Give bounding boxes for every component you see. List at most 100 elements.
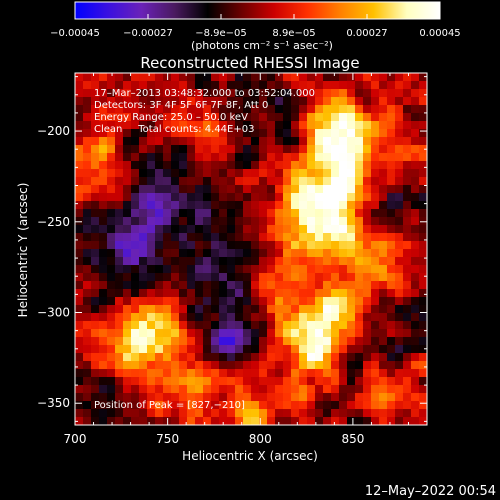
heatmap-cell: [371, 169, 380, 178]
heatmap-cell: [187, 209, 196, 218]
heatmap-cell: [291, 161, 300, 170]
heatmap-cell: [283, 273, 292, 282]
heatmap-cell: [347, 121, 356, 130]
heatmap-cell: [115, 281, 124, 290]
heatmap-cell: [371, 361, 380, 370]
heatmap-cell: [235, 345, 244, 354]
heatmap-cell: [91, 385, 100, 394]
heatmap-cell: [387, 417, 396, 425]
heatmap-cell: [395, 209, 404, 218]
heatmap-cell: [379, 137, 388, 146]
heatmap-cell: [131, 257, 140, 266]
heatmap-cell: [179, 233, 188, 242]
heatmap-cell: [179, 281, 188, 290]
heatmap-cell: [99, 185, 108, 194]
heatmap-cell: [211, 321, 220, 330]
heatmap-cell: [339, 241, 348, 250]
heatmap-cell: [235, 145, 244, 154]
heatmap-cell: [331, 113, 340, 122]
heatmap-cell: [131, 193, 140, 202]
heatmap-cell: [147, 321, 156, 330]
heatmap-cell: [267, 393, 276, 402]
heatmap-cell: [323, 225, 332, 234]
heatmap-cell: [259, 233, 268, 242]
heatmap-cell: [163, 193, 172, 202]
heatmap-cell: [259, 209, 268, 218]
heatmap-cell: [107, 305, 116, 314]
heatmap-cell: [211, 249, 220, 258]
heatmap-cell: [323, 265, 332, 274]
heatmap-cell: [379, 401, 388, 410]
heatmap-cell: [155, 105, 164, 114]
heatmap-cell: [75, 353, 84, 362]
heatmap-cell: [139, 73, 148, 82]
heatmap-cell: [299, 129, 308, 138]
heatmap-cell: [83, 233, 92, 242]
heatmap-cell: [267, 185, 276, 194]
heatmap-cell: [155, 233, 164, 242]
heatmap-cell: [299, 409, 308, 418]
heatmap-cell: [211, 177, 220, 186]
heatmap-cell: [283, 409, 292, 418]
heatmap-cell: [267, 313, 276, 322]
heatmap-cell: [299, 209, 308, 218]
heatmap-cell: [155, 193, 164, 202]
heatmap-cell: [131, 329, 140, 338]
heatmap-cell: [179, 393, 188, 402]
heatmap-cell: [283, 201, 292, 210]
heatmap-cell: [347, 201, 356, 210]
heatmap-cell: [243, 225, 252, 234]
heatmap-cell: [395, 89, 404, 98]
heatmap-cell: [363, 225, 372, 234]
heatmap-cell: [155, 281, 164, 290]
heatmap-cell: [99, 313, 108, 322]
heatmap-cell: [267, 369, 276, 378]
heatmap-cell: [147, 297, 156, 306]
heatmap-cell: [259, 305, 268, 314]
heatmap-cell: [75, 385, 84, 394]
heatmap-cell: [323, 289, 332, 298]
heatmap-cell: [259, 121, 268, 130]
heatmap-cell: [211, 289, 220, 298]
heatmap-cell: [115, 233, 124, 242]
heatmap-cell: [131, 345, 140, 354]
heatmap-cell: [259, 257, 268, 266]
heatmap-cell: [171, 353, 180, 362]
heatmap-cell: [203, 273, 212, 282]
heatmap-cell: [211, 89, 220, 98]
heatmap-cell: [227, 313, 236, 322]
heatmap-cell: [339, 177, 348, 186]
heatmap-cell: [195, 177, 204, 186]
heatmap-cell: [275, 369, 284, 378]
heatmap-cell: [403, 289, 412, 298]
heatmap-cell: [83, 265, 92, 274]
heatmap-cell: [251, 273, 260, 282]
heatmap-cell: [363, 273, 372, 282]
heatmap-cell: [347, 353, 356, 362]
heatmap-cell: [355, 385, 364, 394]
heatmap-cell: [395, 105, 404, 114]
heatmap-cell: [179, 209, 188, 218]
heatmap-cell: [283, 121, 292, 130]
heatmap-cell: [387, 273, 396, 282]
heatmap-cell: [123, 281, 132, 290]
heatmap-cell: [243, 289, 252, 298]
heatmap-cell: [91, 201, 100, 210]
heatmap-cell: [251, 169, 260, 178]
heatmap-cell: [275, 145, 284, 154]
heatmap-cell: [291, 89, 300, 98]
heatmap-cell: [395, 145, 404, 154]
heatmap-cell: [195, 249, 204, 258]
heatmap-cell: [267, 97, 276, 106]
heatmap-cell: [75, 401, 84, 410]
heatmap-cell: [403, 193, 412, 202]
heatmap-cell: [211, 153, 220, 162]
heatmap-cell: [355, 369, 364, 378]
heatmap-cell: [211, 281, 220, 290]
heatmap-cell: [347, 337, 356, 346]
heatmap-cell: [371, 209, 380, 218]
heatmap-cell: [91, 193, 100, 202]
heatmap-cell: [235, 89, 244, 98]
heatmap-cell: [363, 241, 372, 250]
heatmap-cell: [331, 393, 340, 402]
